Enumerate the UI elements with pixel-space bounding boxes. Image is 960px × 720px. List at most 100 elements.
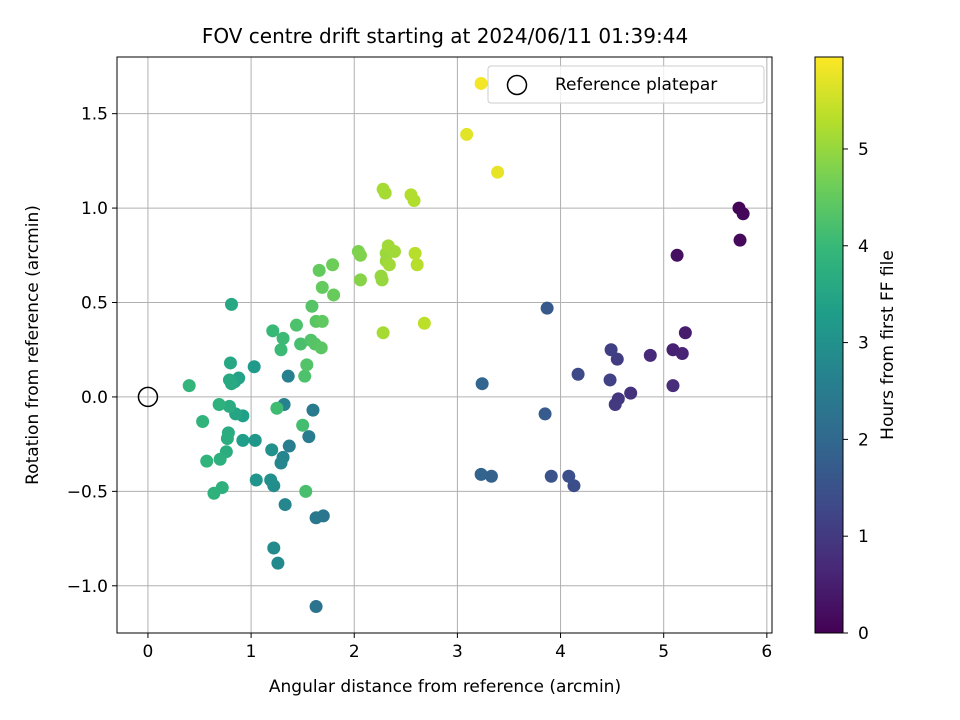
data-point bbox=[315, 280, 329, 294]
data-point bbox=[382, 258, 396, 272]
data-point bbox=[276, 331, 290, 345]
data-point bbox=[274, 456, 288, 470]
data-point bbox=[247, 360, 261, 374]
colorbar-tick-label: 3 bbox=[858, 334, 869, 354]
data-point bbox=[265, 443, 279, 457]
y-tick-label: 0.5 bbox=[81, 294, 108, 314]
colorbar-ticks: 0 1 2 3 4 5 bbox=[843, 140, 869, 644]
data-point bbox=[353, 248, 367, 262]
data-point bbox=[300, 358, 314, 372]
colorbar: 0 1 2 3 4 5 Hours from first FF file bbox=[814, 56, 898, 644]
colorbar-label: Hours from first FF file bbox=[878, 250, 898, 440]
data-point bbox=[571, 367, 585, 381]
chart-title: FOV centre drift starting at 2024/06/11 … bbox=[202, 24, 688, 48]
data-point bbox=[196, 414, 210, 428]
data-point bbox=[274, 343, 288, 357]
data-point bbox=[296, 418, 310, 432]
data-point bbox=[624, 386, 638, 400]
data-point bbox=[281, 369, 295, 383]
data-point bbox=[314, 341, 328, 355]
data-point bbox=[200, 454, 214, 468]
data-point bbox=[309, 600, 323, 614]
data-point bbox=[312, 263, 326, 277]
y-axis-ticks: −1.0 −0.5 0.0 0.5 1.0 1.5 bbox=[67, 105, 117, 597]
y-axis-label: Rotation from reference (arcmin) bbox=[23, 205, 43, 485]
data-point bbox=[407, 194, 421, 208]
data-point bbox=[223, 356, 237, 370]
data-point bbox=[474, 467, 488, 481]
data-point bbox=[282, 439, 296, 453]
legend-box bbox=[487, 65, 765, 104]
data-point bbox=[306, 403, 320, 417]
data-point bbox=[608, 397, 622, 411]
data-point bbox=[408, 246, 422, 260]
data-point bbox=[736, 207, 750, 221]
y-tick-label: 1.0 bbox=[81, 199, 108, 219]
data-point bbox=[213, 452, 227, 466]
data-point bbox=[264, 473, 278, 487]
data-point bbox=[182, 379, 196, 393]
data-point bbox=[299, 484, 313, 498]
data-point bbox=[236, 433, 250, 447]
data-point bbox=[315, 314, 329, 328]
plot-area: 0 1 2 3 4 5 6 −1.0 −0.5 0.0 0.5 1.0 1.5 bbox=[67, 56, 773, 662]
data-point bbox=[302, 430, 316, 444]
x-tick-label: 4 bbox=[555, 642, 566, 662]
scatter-points bbox=[182, 76, 750, 614]
data-point bbox=[294, 337, 308, 351]
x-tick-label: 6 bbox=[761, 642, 772, 662]
data-point bbox=[212, 397, 226, 411]
legend-reference-marker bbox=[506, 74, 528, 96]
grid-lines bbox=[117, 57, 772, 633]
data-point bbox=[675, 346, 689, 360]
colorbar-tick-label: 2 bbox=[858, 430, 869, 450]
data-point bbox=[289, 318, 303, 332]
data-point bbox=[678, 326, 692, 340]
data-point bbox=[544, 469, 558, 483]
data-point bbox=[305, 299, 319, 313]
data-point bbox=[326, 258, 340, 272]
data-point bbox=[298, 369, 312, 383]
data-point bbox=[270, 401, 284, 415]
x-axis-label: Angular distance from reference (arcmin) bbox=[269, 677, 621, 697]
data-point bbox=[417, 316, 431, 330]
data-point bbox=[604, 343, 618, 357]
plot-frame bbox=[116, 56, 773, 634]
data-point bbox=[266, 324, 280, 338]
data-point bbox=[222, 399, 236, 413]
data-point bbox=[474, 76, 488, 90]
data-point bbox=[666, 379, 680, 393]
data-point bbox=[610, 352, 624, 366]
data-point bbox=[670, 248, 684, 262]
colorbar-tick-label: 5 bbox=[858, 140, 869, 160]
data-point bbox=[224, 377, 238, 391]
data-point bbox=[207, 486, 221, 500]
data-point bbox=[491, 165, 505, 179]
data-point bbox=[224, 297, 238, 311]
colorbar-tick-label: 4 bbox=[858, 237, 869, 257]
data-point bbox=[353, 273, 367, 287]
x-tick-label: 3 bbox=[452, 642, 463, 662]
data-point bbox=[267, 541, 281, 555]
y-tick-label: −0.5 bbox=[67, 482, 108, 502]
data-point bbox=[538, 407, 552, 421]
data-point bbox=[410, 258, 424, 272]
data-point bbox=[475, 377, 489, 391]
data-point bbox=[271, 556, 285, 570]
data-point bbox=[327, 288, 341, 302]
data-point bbox=[643, 348, 657, 362]
data-point bbox=[375, 273, 389, 287]
data-point bbox=[387, 245, 401, 259]
colorbar-gradient bbox=[815, 57, 843, 633]
data-point bbox=[220, 431, 234, 445]
x-axis-ticks: 0 1 2 3 4 5 6 bbox=[143, 633, 772, 662]
data-point bbox=[484, 469, 498, 483]
data-point bbox=[540, 301, 554, 315]
colorbar-tick-label: 0 bbox=[858, 624, 869, 644]
reference-marker-group bbox=[137, 386, 159, 408]
y-tick-label: −1.0 bbox=[67, 577, 108, 597]
data-point bbox=[248, 433, 262, 447]
data-point bbox=[249, 473, 263, 487]
x-tick-label: 0 bbox=[143, 642, 154, 662]
